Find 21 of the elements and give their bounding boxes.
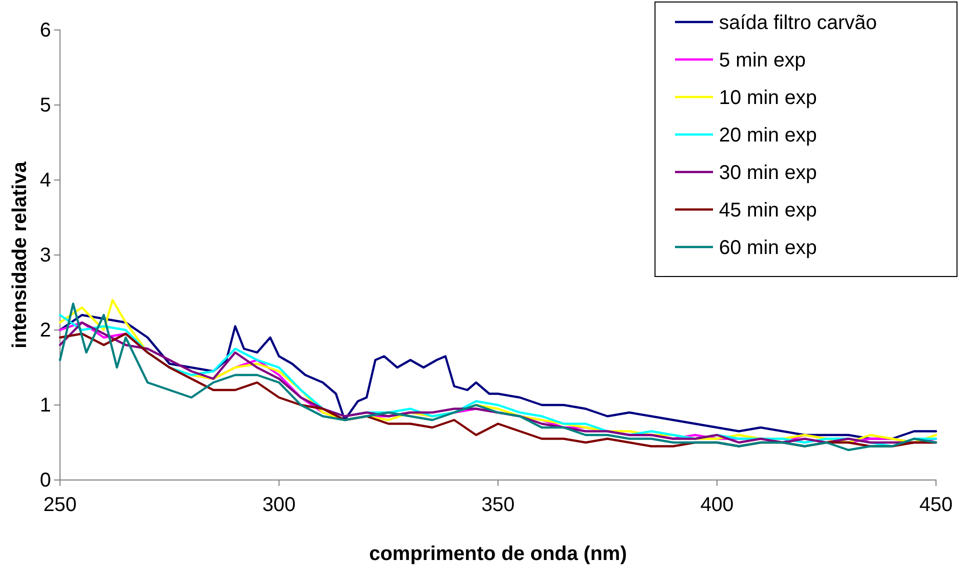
x-tick-label: 400 [700, 494, 734, 516]
x-tick-label: 350 [481, 494, 515, 516]
y-tick-label: 5 [40, 94, 51, 116]
y-axis-title: intensidade relativa [9, 160, 31, 348]
y-tick-label: 3 [40, 244, 51, 266]
y-tick-label: 2 [40, 319, 51, 342]
legend-label: 5 min exp [719, 50, 806, 72]
x-tick-label: 250 [43, 494, 77, 516]
y-tick-label: 4 [40, 169, 51, 192]
legend-label: saída filtro carvão [719, 12, 877, 34]
y-tick-label: 1 [40, 394, 51, 416]
legend-label: 10 min exp [719, 87, 817, 109]
legend-label: 30 min exp [719, 162, 817, 184]
y-tick-label: 0 [40, 469, 51, 492]
legend-label: 45 min exp [719, 200, 817, 222]
y-tick-label: 6 [40, 19, 51, 42]
x-tick-label: 300 [262, 494, 296, 516]
legend-label: 60 min exp [719, 237, 817, 259]
legend-label: 20 min exp [719, 124, 817, 146]
x-axis-title: comprimento de onda (nm) [369, 543, 627, 565]
x-tick-label: 450 [919, 494, 953, 516]
